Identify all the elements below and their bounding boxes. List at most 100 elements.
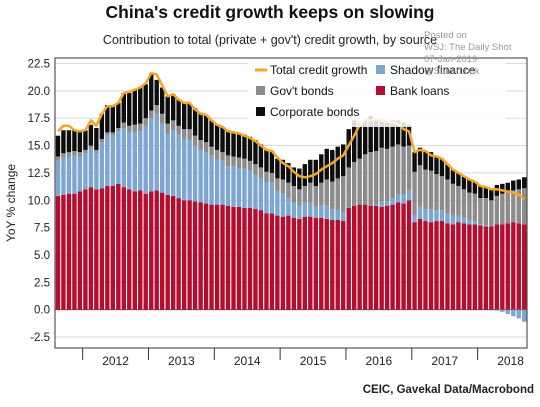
watermark-line-1: Posted on (424, 30, 467, 41)
bar-corporate-bonds (324, 148, 329, 180)
bar-bank-loans (105, 186, 110, 310)
bar-shadow-finance (319, 205, 324, 218)
bar-shadow-finance (55, 160, 61, 196)
bar-govt-bonds (417, 165, 423, 207)
x-tick-label: 2016 (366, 354, 393, 368)
bar-corporate-bonds (417, 147, 423, 166)
bar-corporate-bonds (280, 159, 286, 180)
bar-govt-bonds (330, 181, 335, 210)
bar-shadow-finance (450, 215, 456, 225)
bar-corporate-bonds (236, 133, 242, 158)
bar-corporate-bonds (368, 116, 373, 153)
watermark-line-3: 07-Jan-2019 (424, 54, 478, 65)
bar-corporate-bonds (330, 149, 335, 182)
bar-bank-loans (264, 213, 269, 310)
bar-corporate-bonds (428, 152, 434, 171)
bar-shadow-finance (494, 309, 500, 311)
bar-shadow-finance (181, 138, 187, 201)
bar-bank-loans (231, 206, 236, 310)
bar-corporate-bonds (357, 122, 362, 159)
bar-corporate-bonds (390, 120, 395, 147)
bar-shadow-finance (456, 215, 461, 223)
bar-shadow-finance (220, 160, 225, 205)
bar-bank-loans (461, 223, 467, 310)
bar-bank-loans (357, 204, 362, 310)
bar-govt-bonds (362, 154, 368, 205)
bar-corporate-bonds (94, 128, 99, 150)
bar-corporate-bonds (258, 144, 264, 168)
bar-bank-loans (494, 224, 500, 310)
bar-govt-bonds (280, 179, 286, 194)
x-tick-label: 2014 (234, 354, 261, 368)
bar-corporate-bonds (384, 121, 390, 149)
bar-bank-loans (291, 217, 297, 310)
bar-govt-bonds (401, 146, 406, 195)
bar-shadow-finance (423, 209, 428, 222)
bar-bank-loans (214, 204, 220, 310)
bar-govt-bonds (253, 164, 258, 176)
bar-govt-bonds (335, 178, 340, 211)
bar-bank-loans (390, 204, 395, 310)
y-tick-label: 15.0 (28, 141, 50, 153)
bar-govt-bonds (395, 144, 401, 195)
y-tick-label: 5.0 (34, 250, 50, 262)
bar-govt-bonds (66, 152, 72, 157)
bar-govt-bonds (456, 186, 461, 216)
legend-swatch-shadow-finance (376, 65, 385, 74)
bar-govt-bonds (511, 190, 516, 223)
bar-govt-bonds (379, 147, 384, 202)
watermark: Posted on WSJ: The Daily Shot 07-Jan-201… (424, 30, 511, 78)
y-tick-label: 20.0 (28, 86, 50, 98)
bar-bank-loans (412, 222, 417, 310)
axes: -2.5 0.0 2.5 5.0 7.5 10.0 12.5 15.0 17.5 20.0 22.5… (4, 57, 528, 368)
bar-bank-loans (384, 205, 390, 310)
bar-govt-bonds (461, 189, 467, 218)
bar-govt-bonds (472, 193, 478, 222)
bar-corporate-bonds (302, 164, 308, 187)
bar-bank-loans (428, 222, 434, 310)
bar-govt-bonds (247, 160, 253, 171)
bar-govt-bonds (500, 193, 505, 225)
bar-govt-bonds (412, 171, 417, 215)
bar-govt-bonds (61, 153, 66, 158)
bar-bank-loans (121, 187, 126, 310)
bar-govt-bonds (483, 198, 489, 226)
bar-corporate-bonds (412, 152, 417, 172)
bar-corporate-bonds (362, 119, 368, 155)
bar-bank-loans (176, 198, 181, 310)
bar-corporate-bonds (505, 182, 510, 193)
bar-bank-loans (209, 204, 214, 310)
bar-shadow-finance (401, 194, 406, 204)
bar-shadow-finance (225, 166, 231, 206)
bar-shadow-finance (187, 140, 192, 201)
bar-bank-loans (330, 219, 335, 310)
bar-govt-bonds (236, 157, 242, 169)
bar-govt-bonds (116, 128, 121, 132)
bar-govt-bonds (341, 176, 346, 213)
bar-corporate-bonds (247, 136, 253, 161)
bar-corporate-bonds (143, 84, 148, 119)
bar-bank-loans (236, 206, 242, 310)
bar-bank-loans (450, 224, 456, 310)
bar-bank-loans (159, 192, 165, 310)
bar-corporate-bonds (461, 176, 467, 190)
bar-shadow-finance (116, 131, 121, 184)
bar-corporate-bonds (72, 130, 77, 152)
bar-shadow-finance (154, 113, 159, 191)
bar-shadow-finance (61, 157, 66, 195)
bar-shadow-finance (335, 210, 340, 220)
bar-shadow-finance (72, 155, 77, 194)
bar-bank-loans (258, 210, 264, 310)
bar-shadow-finance (341, 212, 346, 222)
bar-corporate-bonds (253, 140, 258, 165)
bar-govt-bonds (505, 192, 510, 224)
bar-govt-bonds (324, 179, 329, 206)
bar-corporate-bonds (516, 179, 521, 190)
bar-shadow-finance (428, 209, 434, 223)
bar-corporate-bonds (401, 122, 406, 147)
bar-bank-loans (247, 207, 253, 310)
bar-corporate-bonds (77, 131, 83, 153)
bar-corporate-bonds (467, 179, 472, 193)
bar-govt-bonds (384, 148, 390, 202)
bar-govt-bonds (516, 189, 521, 224)
